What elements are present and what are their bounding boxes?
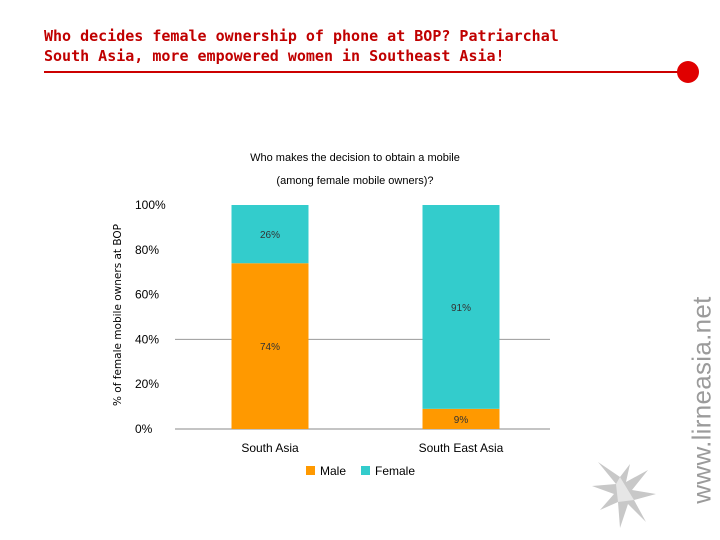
data-label: 74%	[260, 342, 280, 353]
chart-title-line: (among female mobile owners)?	[276, 175, 434, 187]
chart-title-line: Who makes the decision to obtain a mobil…	[250, 152, 460, 164]
data-label: 91%	[451, 303, 471, 314]
title-accent-dot	[677, 61, 699, 83]
slide-title-line: South Asia, more empowered women in Sout…	[44, 47, 505, 65]
y-tick-label: 60%	[135, 288, 159, 302]
y-tick-label: 80%	[135, 243, 159, 257]
legend-label: Female	[375, 464, 415, 478]
legend-swatch	[306, 466, 315, 475]
watermark-text: www.lirneasia.net	[686, 296, 717, 504]
bar-female	[231, 205, 309, 264]
legend-swatch	[361, 466, 370, 475]
x-category-label: South Asia	[241, 441, 299, 455]
y-tick-label: 0%	[135, 422, 153, 436]
bar-female	[422, 205, 500, 409]
slide-title: Who decides female ownership of phone at…	[44, 26, 664, 66]
data-label: 26%	[260, 230, 280, 241]
bar-male	[422, 408, 500, 429]
title-divider	[44, 71, 690, 73]
x-category-label: South East Asia	[419, 441, 504, 455]
lirneasia-logo-icon	[592, 462, 656, 528]
y-tick-label: 100%	[135, 198, 166, 212]
y-tick-label: 40%	[135, 332, 159, 346]
data-label: 9%	[454, 415, 469, 426]
legend-label: Male	[320, 464, 346, 478]
slide-title-line: Who decides female ownership of phone at…	[44, 27, 559, 45]
y-tick-label: 20%	[135, 377, 159, 391]
bar-male	[231, 263, 309, 429]
